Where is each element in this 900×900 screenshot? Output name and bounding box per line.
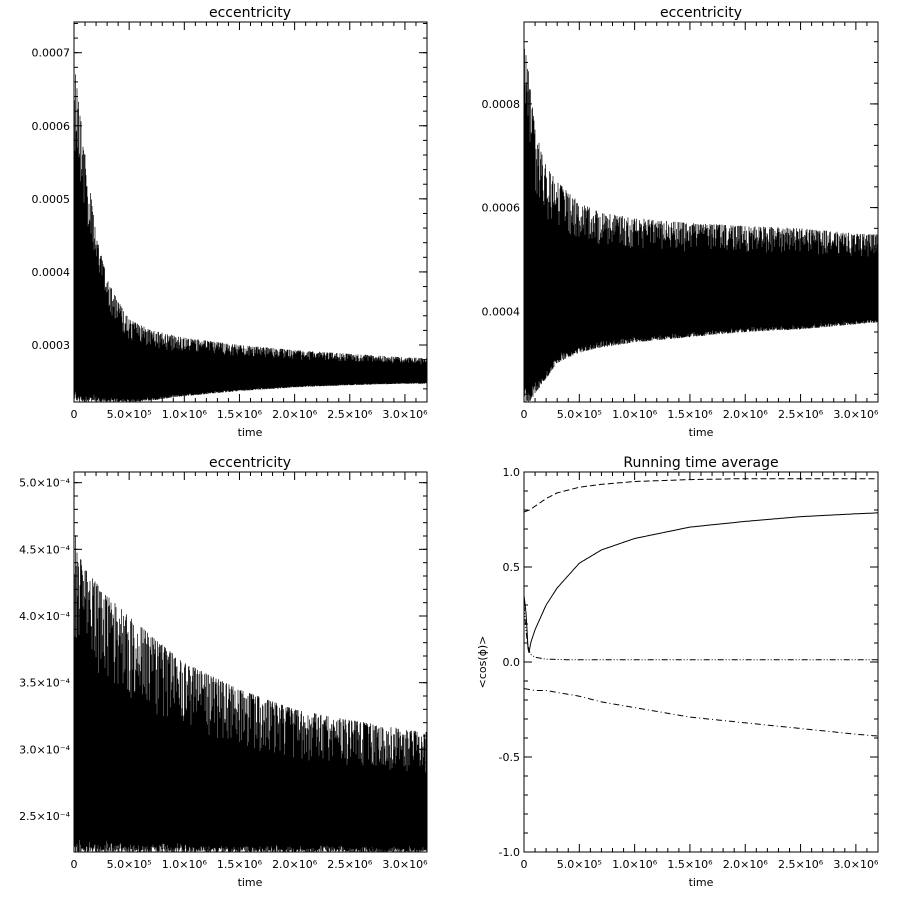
x-axis-label: time [238, 876, 263, 889]
y-tick-label: -0.5 [499, 751, 520, 764]
y-tick-label: 0.0004 [32, 266, 71, 279]
x-tick-label: 5.0×10⁵ [107, 408, 152, 421]
y-tick-label: 0.0004 [482, 305, 521, 318]
x-axis-label: time [689, 876, 714, 889]
x-tick-label: 1.0×10⁶ [612, 408, 658, 421]
chart-title: Running time average [623, 455, 778, 471]
y-tick-label: 3.5×10⁻⁴ [19, 677, 71, 690]
series-band-0 [524, 48, 878, 402]
y-tick-label: 0.0003 [32, 339, 71, 352]
y-tick-label: 2.5×10⁻⁴ [19, 810, 71, 823]
series-line-solid [523, 512, 879, 653]
x-tick-label: 3.0×10⁶ [833, 858, 879, 871]
x-tick-label: 3.0×10⁶ [833, 408, 879, 421]
y-tick-label: 4.0×10⁻⁴ [19, 610, 71, 623]
x-tick-label: 5.0×10⁵ [107, 858, 152, 871]
plot-frame [523, 471, 879, 853]
x-tick-label: 1.0×10⁶ [162, 408, 208, 421]
y-tick-label: 1.0 [503, 466, 521, 479]
x-tick-label: 2.5×10⁶ [327, 858, 373, 871]
x-tick-label: 3.0×10⁶ [382, 858, 428, 871]
series-band-0 [74, 535, 427, 852]
chart-panel-top-right: eccentricity 0 5.0×10⁵ 1.0×10⁶ 1.5×10⁶ 2.0×1… [482, 5, 880, 439]
x-tick-label: 0 [71, 408, 78, 421]
y-tick-label: -1.0 [499, 846, 520, 859]
y-tick-label: 0.0006 [482, 202, 521, 215]
y-tick-label: 3.0×10⁻⁴ [19, 743, 71, 756]
y-tick-label: 0.0007 [32, 47, 71, 60]
chart-panel-bottom-left: eccentricity 0 5.0×10⁵ 1.0×10⁶ 1.5×10⁶ 2.0×1… [19, 455, 428, 889]
x-tick-label: 2.5×10⁶ [778, 408, 824, 421]
y-tick-label: 0.0 [503, 656, 521, 669]
y-tick-label: 4.5×10⁻⁴ [19, 543, 71, 556]
x-tick-label: 2.5×10⁶ [327, 408, 373, 421]
chart-title: eccentricity [660, 5, 742, 21]
x-tick-label: 1.5×10⁶ [217, 408, 263, 421]
x-tick-label: 1.5×10⁶ [667, 858, 713, 871]
x-tick-label: 3.0×10⁶ [382, 408, 428, 421]
series-line-dash-dot [523, 688, 879, 737]
x-axis-label: time [238, 426, 263, 439]
x-tick-label: 0 [521, 858, 528, 871]
x-tick-label: 2.5×10⁶ [778, 858, 824, 871]
chart-title: eccentricity [209, 5, 291, 21]
chart-panel-bottom-right: Running time average 0 5.0×10⁵ 1.0×10⁶ 1.5×… [476, 455, 879, 889]
series-line-dash-dot-dot [523, 604, 878, 661]
y-tick-label: 0.0008 [482, 98, 521, 111]
chart-panel-top-left: eccentricity 0 5.0×10⁵ 1.0×10⁶ 1.5×10⁶ 2.0×1… [32, 5, 429, 439]
x-tick-label: 0 [71, 858, 78, 871]
x-tick-label: 1.0×10⁶ [162, 858, 208, 871]
y-tick-label: 0.0005 [32, 193, 71, 206]
x-tick-label: 2.0×10⁶ [723, 858, 769, 871]
x-tick-label: 1.5×10⁶ [667, 408, 713, 421]
x-tick-label: 0 [521, 408, 528, 421]
x-tick-label: 5.0×10⁵ [557, 858, 602, 871]
x-tick-label: 1.5×10⁶ [217, 858, 263, 871]
y-axis-label: <cos(ϕ)> [476, 636, 489, 689]
x-tick-label: 2.0×10⁶ [272, 858, 318, 871]
y-tick-label: 0.0006 [32, 120, 71, 133]
x-tick-label: 2.0×10⁶ [723, 408, 769, 421]
series-band-0 [74, 74, 427, 402]
x-tick-label: 5.0×10⁵ [557, 408, 602, 421]
y-tick-label: 5.0×10⁻⁴ [19, 477, 71, 490]
chart-title: eccentricity [209, 455, 291, 471]
series-line-dashed [523, 478, 878, 513]
x-tick-label: 2.0×10⁶ [272, 408, 318, 421]
x-axis-label: time [689, 426, 714, 439]
y-tick-label: 0.5 [503, 561, 521, 574]
x-tick-label: 1.0×10⁶ [612, 858, 658, 871]
